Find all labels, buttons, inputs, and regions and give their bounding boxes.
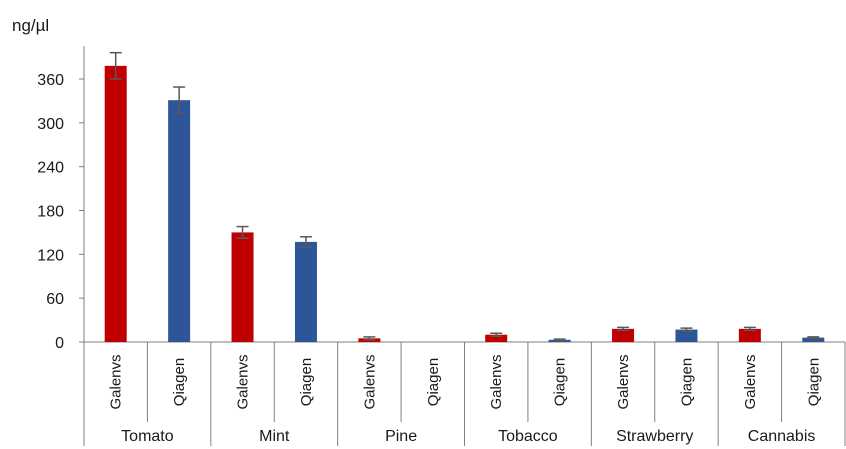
y-tick-label: 300 (37, 116, 64, 133)
x-group-label: Mint (259, 428, 290, 445)
y-tick-label: 0 (55, 335, 64, 352)
y-tick-label: 360 (37, 72, 64, 89)
y-tick-label: 60 (46, 291, 64, 308)
bar-qiagen-tomato (168, 100, 191, 342)
bar-galenvs-tomato (104, 65, 127, 342)
x-method-label: Qiagen (552, 358, 569, 406)
x-method-label: Galenvs (615, 354, 632, 409)
x-method-label: Galenvs (235, 354, 252, 409)
x-method-label: Qiagen (171, 358, 188, 406)
bar-qiagen-mint (294, 241, 317, 342)
y-unit-label: ng/µl (12, 16, 49, 35)
axis-layer: 0 60 120 180 240 300 360 (37, 46, 846, 446)
bar-qiagen-cannabis (802, 337, 825, 342)
x-method-label: Galenvs (361, 354, 378, 409)
bar-qiagen-strawberry (675, 329, 698, 342)
x-method-label: Qiagen (298, 358, 315, 406)
x-method-label: Galenvs (488, 354, 505, 409)
y-tick-label: 240 (37, 160, 64, 177)
x-group-label: Strawberry (616, 428, 693, 445)
x-method-label: Qiagen (678, 358, 695, 406)
bar-galenvs-mint (231, 232, 254, 342)
x-method-label: Qiagen (805, 358, 822, 406)
x-group-label: Tomato (121, 428, 174, 445)
y-tick-label: 180 (37, 204, 64, 221)
x-method-label: Qiagen (425, 358, 442, 406)
bar-galenvs-cannabis (738, 328, 761, 342)
x-method-label: Galenvs (108, 354, 125, 409)
x-group-label: Tobacco (498, 428, 558, 445)
bars-layer (104, 51, 825, 342)
bar-galenvs-strawberry (612, 328, 635, 342)
x-group-label: Pine (385, 428, 417, 445)
labels-layer: Galenvs Galenvs Galenvs Galenvs Galenvs Galen… (108, 354, 823, 445)
bar-galenvs-tobacco (485, 334, 508, 342)
y-tick-label: 120 (37, 247, 64, 264)
x-method-label: Galenvs (742, 354, 759, 409)
x-group-label: Cannabis (748, 428, 816, 445)
